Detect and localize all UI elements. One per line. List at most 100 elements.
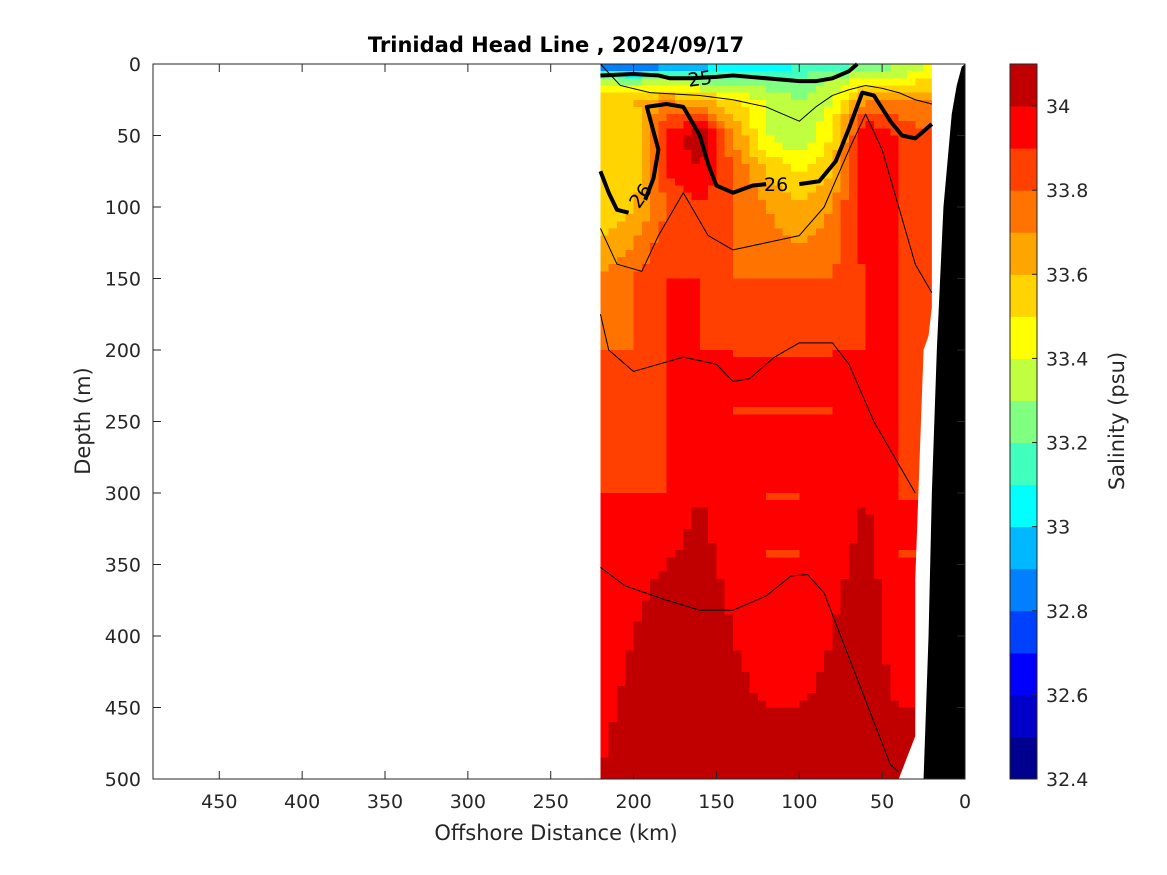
salinity-cell xyxy=(724,607,734,616)
salinity-cell xyxy=(832,92,842,101)
salinity-cell xyxy=(633,707,643,716)
salinity-cell xyxy=(849,457,858,465)
salinity-cell xyxy=(666,507,676,516)
salinity-cell xyxy=(716,628,726,637)
salinity-cell xyxy=(724,199,734,208)
salinity-cell xyxy=(757,700,767,709)
salinity-cell xyxy=(708,400,718,408)
salinity-cell xyxy=(907,328,916,337)
salinity-cell xyxy=(633,607,643,616)
salinity-cell xyxy=(625,450,635,458)
salinity-cell xyxy=(791,242,800,251)
salinity-cell xyxy=(873,221,883,230)
salinity-cell xyxy=(766,671,776,680)
salinity-cell xyxy=(741,514,751,523)
salinity-cell xyxy=(691,507,701,516)
salinity-cell xyxy=(857,392,867,401)
salinity-cell xyxy=(890,171,900,179)
salinity-cell xyxy=(766,264,776,272)
salinity-cell xyxy=(716,614,726,623)
salinity-cell xyxy=(625,342,635,351)
salinity-cell xyxy=(799,507,809,516)
salinity-cell xyxy=(882,335,892,344)
salinity-cell xyxy=(832,593,842,601)
salinity-cell xyxy=(898,757,908,766)
salinity-cell xyxy=(650,249,660,258)
salinity-cell xyxy=(757,285,767,294)
salinity-cell xyxy=(907,171,916,179)
salinity-cell xyxy=(708,421,718,430)
salinity-cell xyxy=(666,700,676,709)
salinity-cell xyxy=(782,257,792,265)
salinity-cell xyxy=(749,292,759,301)
salinity-cell xyxy=(873,314,883,322)
salinity-cell xyxy=(840,350,850,358)
salinity-cell xyxy=(741,464,751,473)
salinity-cell xyxy=(840,428,850,437)
salinity-cell xyxy=(915,257,925,265)
salinity-cell xyxy=(782,585,792,594)
salinity-cell xyxy=(890,142,900,151)
salinity-cell xyxy=(633,357,643,365)
salinity-cell xyxy=(882,535,892,544)
salinity-cell xyxy=(873,593,883,601)
salinity-cell xyxy=(608,257,618,265)
salinity-cell xyxy=(857,228,867,237)
salinity-cell xyxy=(716,92,726,101)
salinity-cell xyxy=(749,500,759,508)
salinity-cell xyxy=(757,78,767,87)
salinity-cell xyxy=(824,342,834,351)
salinity-cell xyxy=(774,678,784,687)
salinity-cell xyxy=(898,528,908,537)
salinity-cell xyxy=(675,321,684,330)
salinity-cell xyxy=(608,114,618,122)
salinity-cell xyxy=(691,285,701,294)
salinity-cell xyxy=(782,500,792,508)
salinity-cell xyxy=(923,242,933,251)
salinity-cell xyxy=(716,757,726,766)
salinity-cell xyxy=(675,507,684,516)
salinity-cell xyxy=(658,178,668,187)
salinity-cell xyxy=(882,478,892,487)
salinity-cell xyxy=(699,307,709,315)
salinity-cell xyxy=(766,564,776,573)
salinity-cell xyxy=(716,686,726,694)
salinity-cell xyxy=(633,264,643,272)
salinity-cell xyxy=(741,757,751,766)
salinity-cell xyxy=(691,643,701,651)
salinity-cell xyxy=(749,428,759,437)
salinity-cell xyxy=(691,707,701,716)
salinity-cell xyxy=(832,600,842,608)
salinity-cell xyxy=(807,92,817,101)
salinity-cell xyxy=(782,264,792,272)
salinity-cell xyxy=(857,428,867,437)
salinity-cell xyxy=(691,757,701,766)
salinity-cell xyxy=(633,149,643,158)
salinity-cell xyxy=(600,371,610,380)
salinity-cell xyxy=(849,278,858,287)
salinity-cell xyxy=(849,707,858,716)
salinity-cell xyxy=(907,607,916,616)
salinity-cell xyxy=(815,600,825,608)
salinity-cell xyxy=(832,164,842,172)
salinity-cell xyxy=(766,435,776,444)
colorbar-swatch xyxy=(1010,568,1037,612)
salinity-cell xyxy=(733,750,742,759)
salinity-cell xyxy=(641,135,651,144)
salinity-cell xyxy=(882,736,892,744)
salinity-cell xyxy=(815,557,825,566)
salinity-cell xyxy=(691,514,701,523)
salinity-cell xyxy=(683,686,693,694)
salinity-cell xyxy=(633,421,643,430)
salinity-cell xyxy=(724,278,734,287)
salinity-cell xyxy=(608,335,618,344)
salinity-cell xyxy=(807,271,817,280)
salinity-cell xyxy=(766,271,776,280)
salinity-cell xyxy=(617,421,626,430)
salinity-cell xyxy=(907,578,916,587)
salinity-cell xyxy=(849,500,858,508)
salinity-cell xyxy=(865,292,875,301)
salinity-cell xyxy=(716,142,726,151)
salinity-cell xyxy=(882,564,892,573)
y-tick-label: 0 xyxy=(129,54,141,76)
